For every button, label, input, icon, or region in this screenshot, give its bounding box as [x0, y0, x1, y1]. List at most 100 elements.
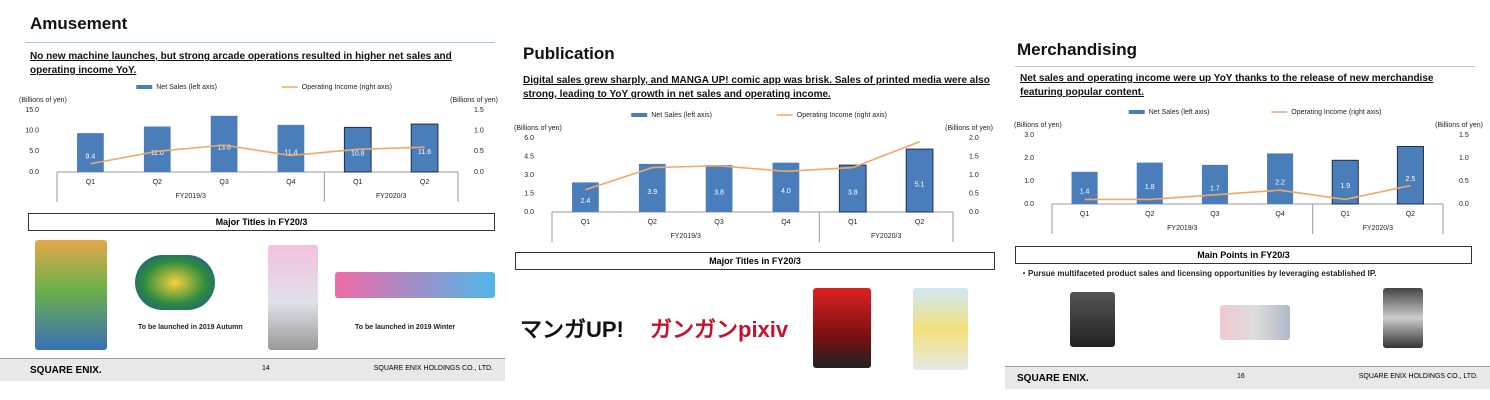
- x-tick-label: Q4: [781, 219, 790, 226]
- image: [268, 245, 318, 350]
- y2-axis-label: (Billions of yen): [1435, 122, 1483, 129]
- y-tick-label: 0.0: [29, 169, 39, 176]
- y2-tick-label: 1.5: [969, 153, 979, 160]
- bullet: ・Pursue multifaceted product sales and l…: [1020, 269, 1377, 278]
- bar: [1331, 159, 1359, 205]
- slide: Publication Digital sales grew sharply, …: [505, 30, 1000, 400]
- data-label: 1.7: [1210, 185, 1220, 192]
- x-tick-label: Q2: [648, 219, 657, 226]
- slide-title: Publication: [523, 44, 615, 63]
- slide: Amusement No new machine launches, but s…: [0, 0, 505, 385]
- bar: [905, 148, 934, 213]
- image: [1220, 305, 1290, 340]
- bar: [277, 124, 305, 172]
- y2-tick-label: 1.0: [1459, 155, 1469, 162]
- image: [813, 288, 871, 368]
- footer-company: SQUARE ENIX HOLDINGS CO., LTD.: [373, 365, 493, 372]
- logo: マンガUP!: [520, 317, 624, 342]
- slide-title: Merchandising: [1017, 40, 1137, 59]
- legend-label: Operating Income (right axis): [797, 112, 887, 119]
- page-number: 14: [262, 365, 270, 372]
- y2-tick-label: 2.0: [969, 135, 979, 142]
- box-title: Major Titles in FY20/3: [28, 213, 495, 231]
- caption: To be launched in 2019 Autumn: [138, 324, 243, 331]
- y2-tick-label: 0.0: [474, 169, 484, 176]
- y2-tick-label: 1.5: [474, 107, 484, 114]
- line: [1084, 184, 1411, 201]
- footer-logo: SQUARE ENIX.: [1017, 373, 1089, 384]
- y2-tick-label: 0.5: [1459, 178, 1469, 185]
- legend-label: Operating Income (right axis): [1291, 109, 1381, 116]
- data-label: 3.9: [647, 189, 657, 196]
- logo: ガンガンpixiv: [650, 317, 789, 342]
- x-tick-label: Q2: [420, 179, 429, 186]
- y-tick-label: 0.0: [524, 209, 534, 216]
- legend-label: Net Sales (left axis): [156, 84, 217, 91]
- bar: [1267, 153, 1294, 204]
- x-tick-label: Q3: [219, 179, 228, 186]
- data-label: 2.4: [581, 198, 591, 205]
- data-label: 13.6: [217, 145, 231, 152]
- slide-title: Amusement: [30, 14, 128, 33]
- rule: [1015, 66, 1475, 67]
- x-tick-label: Q1: [1341, 211, 1350, 218]
- chart: Net Sales (left axis) Operating Income (r…: [1014, 109, 1483, 234]
- y-tick-label: 5.0: [29, 148, 39, 155]
- rule: [25, 42, 495, 43]
- x-tick-label: Q2: [1145, 211, 1154, 218]
- y-axis-label: (Billions of yen): [514, 125, 562, 132]
- bar: [1201, 164, 1228, 204]
- x-tick-label: Q2: [915, 219, 924, 226]
- y-tick-label: 0.0: [1024, 201, 1034, 208]
- image: [335, 272, 495, 298]
- legend-label: Net Sales (left axis): [651, 112, 712, 119]
- group-label: FY2019/3: [1167, 225, 1197, 232]
- y-axis-label: (Billions of yen): [1014, 122, 1062, 129]
- y2-tick-label: 0.0: [969, 209, 979, 216]
- x-tick-label: Q1: [86, 179, 95, 186]
- line: [90, 144, 425, 165]
- group-label: FY2019/3: [175, 193, 205, 200]
- y2-tick-label: 0.5: [969, 190, 979, 197]
- data-label: 10.8: [351, 151, 365, 158]
- page-number: 16: [1237, 373, 1245, 380]
- y2-axis-label: (Billions of yen): [450, 97, 498, 104]
- data-label: 3.8: [714, 189, 724, 196]
- x-tick-label: Q2: [153, 179, 162, 186]
- y2-tick-label: 0.5: [474, 148, 484, 155]
- box-title: Main Points in FY20/3: [1015, 246, 1472, 264]
- data-label: 1.8: [1145, 184, 1155, 191]
- bar: [638, 163, 666, 212]
- box-title: Major Titles in FY20/3: [515, 252, 995, 270]
- y-tick-label: 6.0: [524, 135, 534, 142]
- data-label: 3.8: [848, 189, 858, 196]
- chart: Net Sales (left axis) Operating Income (r…: [514, 112, 993, 242]
- data-label: 11.4: [284, 149, 297, 156]
- group-label: FY2020/3: [1363, 225, 1393, 232]
- y2-tick-label: 0.0: [1459, 201, 1469, 208]
- x-tick-label: Q4: [286, 179, 295, 186]
- y2-axis-label: (Billions of yen): [945, 125, 993, 132]
- x-tick-label: Q1: [353, 179, 362, 186]
- slide: Merchandising Net sales and operating in…: [1005, 30, 1490, 390]
- subtitle: Net sales and operating income were up Y…: [1020, 73, 1434, 98]
- chart: Net Sales (left axis) Operating Income (r…: [19, 84, 498, 202]
- y-tick-label: 3.0: [524, 172, 534, 179]
- legend-label: Operating Income (right axis): [302, 84, 392, 91]
- y-tick-label: 15.0: [25, 107, 39, 114]
- data-label: 1.4: [1080, 189, 1090, 196]
- group-label: FY2020/3: [871, 233, 901, 240]
- y-tick-label: 4.5: [524, 153, 534, 160]
- y2-tick-label: 1.5: [1459, 132, 1469, 139]
- footer-logo: SQUARE ENIX.: [30, 365, 102, 376]
- data-label: 2.2: [1275, 180, 1285, 187]
- bar: [705, 165, 733, 212]
- data-label: 5.1: [915, 181, 925, 188]
- data-label: 11.0: [151, 150, 164, 157]
- x-tick-label: Q1: [1080, 211, 1089, 218]
- legend-swatch: [631, 113, 648, 117]
- x-tick-label: Q3: [714, 219, 723, 226]
- image: [1383, 288, 1423, 348]
- legend-swatch: [1128, 110, 1145, 114]
